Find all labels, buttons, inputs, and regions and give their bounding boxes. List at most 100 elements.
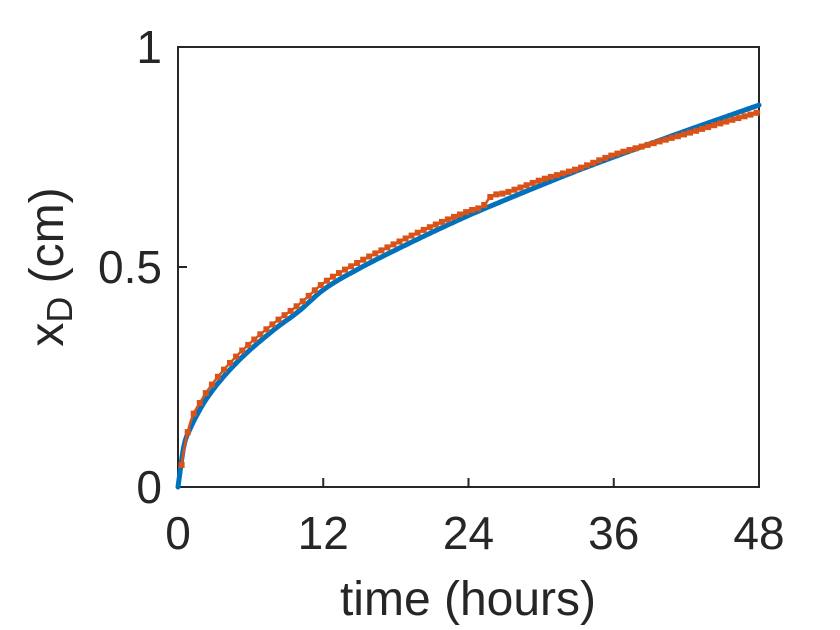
data-point-marker: [741, 113, 748, 120]
data-point-marker: [693, 127, 700, 134]
data-point-marker: [214, 373, 221, 380]
data-point-marker: [402, 235, 409, 242]
data-point-marker: [553, 172, 560, 179]
data-point-marker: [705, 124, 712, 131]
data-point-marker: [275, 316, 282, 323]
y-tick-label: 0: [136, 461, 162, 513]
data-point-marker: [662, 136, 669, 143]
data-point-marker: [190, 410, 197, 417]
data-point-marker: [620, 148, 627, 155]
data-point-marker: [614, 150, 621, 157]
y-axis-label-base: x: [21, 322, 74, 347]
data-point-marker: [384, 244, 391, 251]
data-point-marker: [590, 159, 597, 166]
data-point-marker: [178, 462, 185, 468]
data-point-marker: [541, 175, 548, 182]
data-point-marker: [523, 182, 530, 189]
data-point-marker: [372, 250, 379, 257]
data-point-marker: [323, 277, 330, 284]
data-point-marker: [650, 140, 657, 147]
data-point-marker: [674, 133, 681, 140]
x-tick-label: 36: [588, 507, 639, 559]
data-point-marker: [469, 207, 476, 213]
data-point-marker: [451, 213, 457, 220]
data-point-marker: [366, 253, 373, 260]
y-axis-label-unit: (cm): [21, 187, 74, 297]
data-point-marker: [505, 188, 512, 195]
data-point-marker: [463, 209, 470, 216]
data-point-marker: [699, 125, 706, 132]
data-point-marker: [263, 326, 270, 333]
data-point-marker: [511, 186, 518, 193]
data-point-marker: [354, 260, 361, 266]
data-point-marker: [444, 216, 451, 223]
data-point-marker: [239, 347, 246, 354]
data-point-marker: [687, 129, 693, 136]
y-tick-label: 0.5: [98, 241, 162, 293]
x-tick-label: 0: [165, 507, 191, 559]
x-tick-label: 48: [733, 507, 784, 559]
data-point-marker: [529, 179, 536, 186]
data-point-marker: [517, 184, 524, 191]
data-point-marker: [681, 131, 687, 138]
data-point-marker: [245, 341, 252, 348]
data-point-marker: [535, 177, 542, 184]
data-point-marker: [426, 224, 433, 231]
data-point-marker: [342, 266, 348, 273]
data-point-marker: [559, 170, 566, 177]
data-point-marker: [475, 205, 482, 212]
data-point-marker: [723, 118, 730, 125]
data-point-marker: [668, 134, 675, 141]
data-point-marker: [438, 218, 445, 225]
data-point-marker: [269, 321, 276, 328]
data-point-marker: [281, 312, 288, 319]
data-point-marker: [656, 138, 663, 145]
data-point-marker: [602, 154, 609, 161]
data-point-marker: [566, 168, 572, 175]
data-point-marker: [608, 152, 615, 159]
data-point-marker: [644, 141, 651, 148]
data-point-marker: [632, 145, 639, 152]
data-point-marker: [221, 366, 227, 373]
data-point-marker: [202, 390, 209, 397]
data-point-marker: [299, 298, 306, 305]
data-point-marker: [547, 173, 554, 180]
data-point-marker: [293, 303, 300, 310]
data-point-marker: [729, 116, 736, 123]
data-point-marker: [596, 157, 603, 164]
data-point-marker: [578, 164, 585, 171]
data-point-marker: [184, 429, 191, 436]
data-point-marker: [378, 247, 385, 254]
data-point-marker: [717, 120, 724, 127]
data-point-marker: [360, 256, 367, 263]
data-point-marker: [257, 331, 264, 338]
data-point-marker: [311, 287, 318, 294]
data-point-marker: [626, 147, 633, 153]
data-point-marker: [317, 282, 324, 289]
x-axis-label: time (hours): [339, 573, 597, 626]
data-point-marker: [487, 194, 494, 200]
x-tick-label: 12: [298, 507, 349, 559]
data-point-marker: [251, 336, 258, 343]
data-point-marker: [336, 270, 342, 277]
data-point-marker: [287, 307, 294, 314]
data-point-marker: [196, 400, 203, 406]
data-point-marker: [638, 143, 645, 150]
y-axis-label: xD (cm): [20, 117, 80, 417]
data-point-marker: [735, 115, 742, 122]
data-point-marker: [208, 381, 215, 388]
y-axis-label-subscript: D: [39, 296, 80, 323]
data-point-marker: [711, 122, 718, 129]
data-point-marker: [572, 166, 578, 173]
data-point-marker: [329, 273, 336, 280]
data-point-marker: [584, 162, 591, 169]
data-point-marker: [457, 211, 463, 218]
data-point-marker: [305, 292, 312, 299]
data-point-marker: [227, 359, 233, 366]
plot-box: [177, 46, 760, 488]
data-point-marker: [493, 191, 500, 198]
data-point-marker: [432, 221, 439, 228]
data-point-marker: [390, 241, 397, 248]
data-point-marker: [414, 229, 421, 236]
